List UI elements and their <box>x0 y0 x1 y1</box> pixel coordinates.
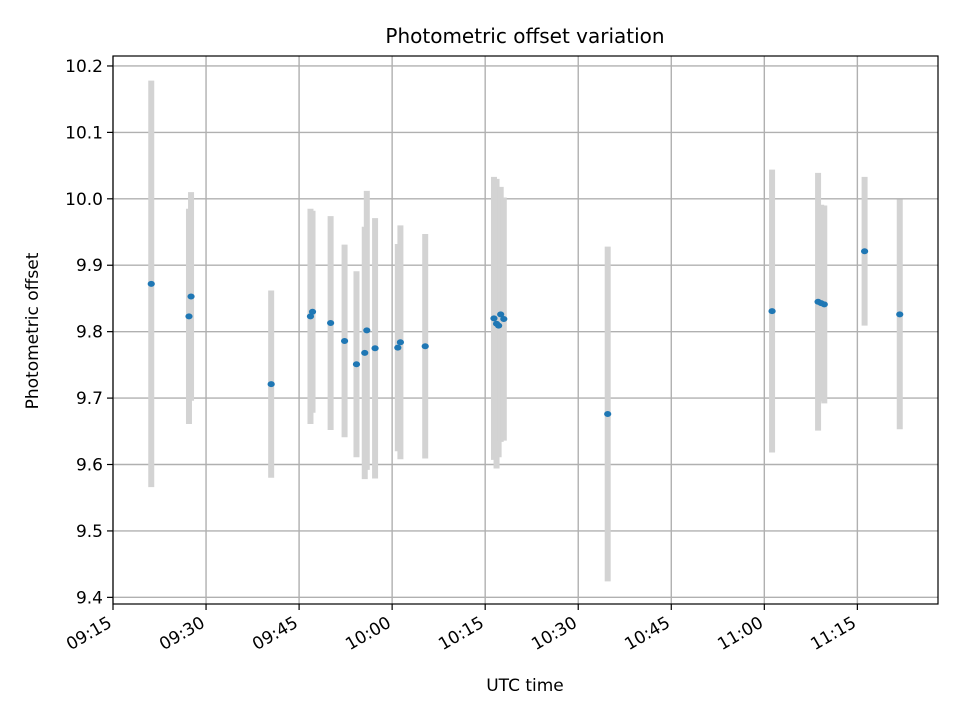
data-point <box>896 311 904 318</box>
y-tick-label: 9.6 <box>76 456 103 476</box>
y-tick-label: 9.4 <box>76 588 103 608</box>
data-points <box>147 248 904 418</box>
data-point <box>500 316 508 323</box>
grid-lines <box>112 56 938 604</box>
data-point <box>147 280 155 287</box>
data-point <box>604 411 612 418</box>
data-point <box>363 327 371 334</box>
y-tick-label: 10.1 <box>65 123 103 143</box>
y-axis-label: Photometric offset <box>23 252 43 409</box>
data-point <box>820 301 828 308</box>
chart-title: Photometric offset variation <box>385 24 664 48</box>
data-point <box>267 381 275 388</box>
data-point <box>490 315 498 322</box>
data-point <box>308 308 317 315</box>
data-point <box>371 345 379 352</box>
y-tick-label: 9.5 <box>76 522 103 542</box>
data-point <box>352 361 361 368</box>
data-point <box>396 339 405 346</box>
y-tick-label: 9.9 <box>76 256 103 276</box>
y-tick-label: 9.7 <box>76 389 103 409</box>
y-tick-label: 10.0 <box>65 190 103 210</box>
data-point <box>340 337 349 344</box>
y-axis-ticks: 9.4 9.5 9.6 9.7 9.8 9.9 10.0 10.1 10.2 <box>65 57 113 608</box>
data-point <box>860 248 869 255</box>
data-point <box>187 293 195 300</box>
data-point <box>306 313 315 320</box>
plot-frame <box>112 55 939 605</box>
data-point <box>497 311 505 318</box>
x-axis-label: UTC time <box>486 676 564 696</box>
data-point <box>361 349 369 356</box>
data-point <box>394 344 402 351</box>
data-point <box>185 313 193 320</box>
data-point <box>327 320 335 327</box>
y-tick-label: 9.8 <box>76 323 103 343</box>
data-point <box>421 343 429 350</box>
y-tick-label: 10.2 <box>65 57 103 77</box>
data-point <box>768 308 776 315</box>
data-point <box>495 322 503 329</box>
